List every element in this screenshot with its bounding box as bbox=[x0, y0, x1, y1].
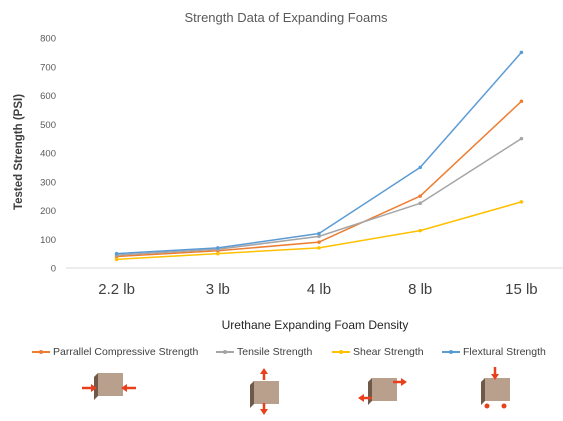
force-arrow-head bbox=[91, 384, 97, 392]
force-arrow-head bbox=[491, 374, 499, 380]
block-face bbox=[254, 381, 279, 404]
x-tick-label: 15 lb bbox=[505, 281, 538, 298]
force-arrow-head bbox=[260, 368, 268, 374]
force-arrow-head bbox=[401, 378, 407, 386]
data-point bbox=[317, 246, 321, 250]
legend-swatch bbox=[32, 347, 50, 357]
legend-label: Flextural Strength bbox=[463, 346, 546, 358]
force-arrow-head bbox=[121, 384, 127, 392]
data-point bbox=[114, 251, 119, 256]
data-point bbox=[317, 240, 321, 244]
y-tick-label: 800 bbox=[40, 34, 56, 45]
data-point bbox=[519, 200, 524, 204]
y-tick-label: 300 bbox=[40, 177, 56, 188]
support-point bbox=[501, 403, 507, 409]
flexure-diagram-icon bbox=[481, 367, 510, 409]
data-point bbox=[519, 50, 524, 55]
legend-item: Tensile Strength bbox=[216, 343, 312, 361]
legend-label: Tensile Strength bbox=[237, 346, 313, 358]
tension-diagram-icon bbox=[250, 368, 279, 415]
x-tick-label: 8 lb bbox=[408, 281, 432, 298]
legend-swatch bbox=[332, 347, 350, 357]
legend-item: Shear Strength bbox=[332, 343, 424, 361]
data-point bbox=[317, 234, 321, 239]
support-point bbox=[484, 403, 490, 409]
y-tick-label: 100 bbox=[40, 235, 56, 246]
y-tick-label: 700 bbox=[40, 62, 56, 73]
x-tick-label: 4 lb bbox=[307, 281, 331, 298]
legend-label: Shear Strength bbox=[353, 346, 424, 358]
shear-diagram-icon bbox=[358, 378, 407, 405]
block-side bbox=[94, 373, 98, 400]
data-point bbox=[418, 228, 423, 233]
y-tick-label: 600 bbox=[40, 91, 56, 102]
y-tick-label: 0 bbox=[51, 264, 56, 275]
y-tick-label: 500 bbox=[40, 120, 56, 131]
chart-legend: Parrallel Compressive Strength Tensile St… bbox=[0, 343, 563, 361]
data-point bbox=[216, 246, 220, 250]
block-side bbox=[368, 378, 372, 405]
y-tick-label: 400 bbox=[40, 149, 56, 160]
legend-label: Parrallel Compressive Strength bbox=[53, 346, 199, 358]
data-point bbox=[418, 165, 423, 170]
block-face bbox=[485, 378, 510, 401]
data-point bbox=[317, 231, 321, 236]
data-point bbox=[418, 194, 423, 198]
data-point bbox=[114, 257, 119, 262]
data-point bbox=[519, 99, 524, 104]
legend-item: Flextural Strength bbox=[442, 343, 546, 361]
data-point bbox=[216, 251, 220, 256]
legend-swatch bbox=[216, 347, 234, 357]
x-tick-label: 3 lb bbox=[206, 281, 230, 298]
force-arrow-head bbox=[260, 409, 268, 415]
legend-item: Parrallel Compressive Strength bbox=[32, 343, 198, 361]
data-point bbox=[418, 201, 423, 206]
chart-title: Strength Data of Expanding Foams bbox=[184, 10, 388, 25]
data-point bbox=[519, 136, 524, 141]
block-face bbox=[372, 378, 397, 401]
x-tick-label: 2.2 lb bbox=[98, 281, 135, 298]
y-tick-label: 200 bbox=[40, 206, 56, 217]
x-axis-label: Urethane Expanding Foam Density bbox=[222, 318, 409, 332]
y-axis-label: Tested Strength (PSI) bbox=[13, 94, 25, 210]
block-face bbox=[98, 373, 123, 396]
force-arrow-head bbox=[358, 394, 364, 402]
block-side bbox=[250, 381, 254, 408]
legend-swatch bbox=[442, 347, 460, 357]
block-side bbox=[481, 378, 485, 405]
compression-diagram-icon bbox=[82, 373, 136, 400]
series-line bbox=[116, 51, 522, 255]
